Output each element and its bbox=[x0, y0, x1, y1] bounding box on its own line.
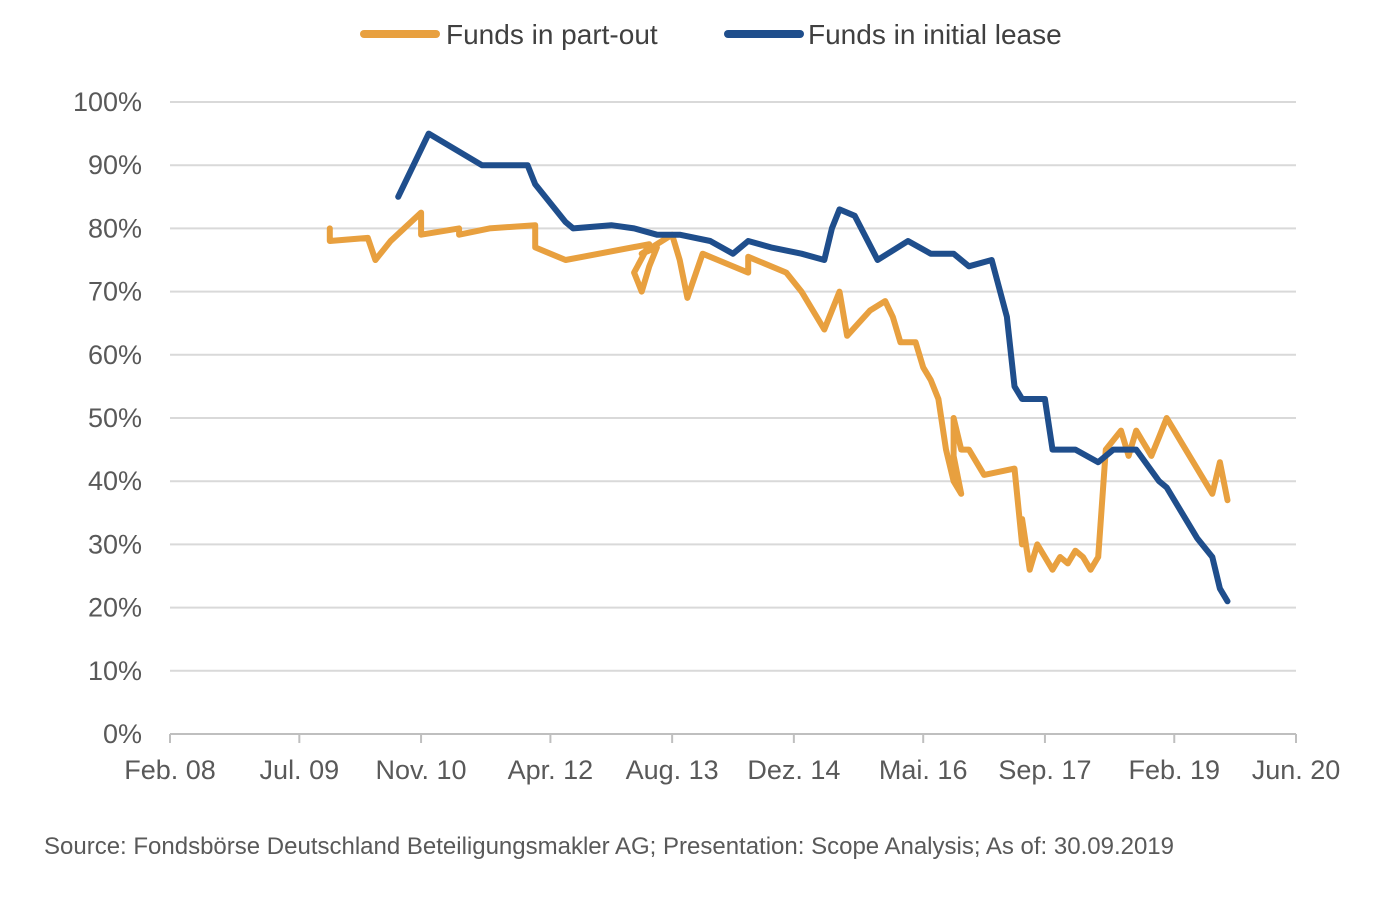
y-tick-label: 30% bbox=[88, 529, 142, 559]
x-tick-label: Mai. 16 bbox=[879, 755, 968, 785]
gridlines bbox=[170, 101, 1296, 672]
series-line-initial-lease bbox=[395, 130, 1231, 605]
y-tick-label: 70% bbox=[88, 277, 142, 307]
y-tick-label: 0% bbox=[103, 719, 142, 749]
y-tick-label: 60% bbox=[88, 340, 142, 370]
x-axis: Feb. 08 Jul. 09 Nov. 10 Apr. 12 Aug. 13 Dez. … bbox=[124, 733, 1341, 785]
legend-label-part-out: Funds in part-out bbox=[446, 19, 658, 50]
line-chart: Funds in part-out Funds in initial lease… bbox=[73, 19, 1341, 785]
x-tick-label: Feb. 19 bbox=[1128, 755, 1220, 785]
x-tick-label: Nov. 10 bbox=[376, 755, 467, 785]
y-tick-label: 20% bbox=[88, 593, 142, 623]
x-tick-label: Feb. 08 bbox=[124, 755, 216, 785]
x-tick-label: Jul. 09 bbox=[260, 755, 340, 785]
x-tick-label: Jun. 20 bbox=[1252, 755, 1341, 785]
y-tick-label: 100% bbox=[73, 87, 142, 117]
y-axis: 0% 10% 20% 30% 40% 50% 60% 70% 80% 90% 100% bbox=[73, 87, 142, 749]
x-tick-label: Dez. 14 bbox=[747, 755, 840, 785]
source-note: Source: Fondsbörse Deutschland Beteiligu… bbox=[44, 833, 1175, 860]
legend-label-initial-lease: Funds in initial lease bbox=[808, 19, 1062, 50]
legend: Funds in part-out Funds in initial lease bbox=[360, 19, 1062, 50]
series-line-part-out bbox=[326, 209, 1231, 573]
x-tick-label: Aug. 13 bbox=[626, 755, 719, 785]
x-tick-label: Apr. 12 bbox=[508, 755, 594, 785]
y-tick-label: 80% bbox=[88, 213, 142, 243]
y-tick-label: 90% bbox=[88, 150, 142, 180]
series-group bbox=[326, 130, 1231, 605]
x-tick-label: Sep. 17 bbox=[998, 755, 1091, 785]
y-tick-label: 40% bbox=[88, 466, 142, 496]
y-tick-label: 10% bbox=[88, 656, 142, 686]
y-tick-label: 50% bbox=[88, 403, 142, 433]
